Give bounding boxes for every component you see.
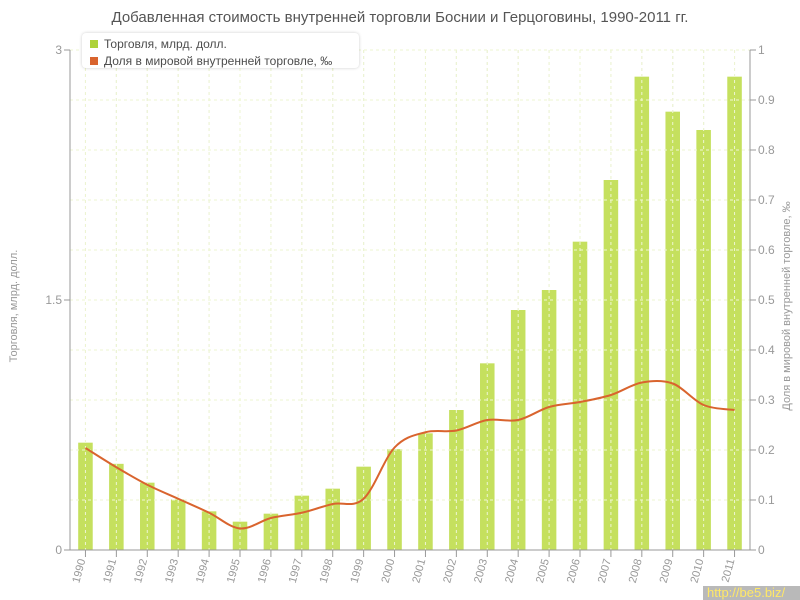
svg-text:2009: 2009: [658, 558, 676, 585]
svg-text:2000: 2000: [380, 558, 398, 585]
svg-text:2008: 2008: [627, 558, 645, 585]
svg-text:0.4: 0.4: [758, 343, 775, 357]
svg-text:2011: 2011: [720, 558, 738, 584]
svg-text:1: 1: [758, 43, 765, 57]
svg-text:3: 3: [55, 43, 62, 57]
svg-text:0.2: 0.2: [758, 443, 775, 457]
svg-text:1.5: 1.5: [45, 293, 62, 307]
svg-text:1990: 1990: [70, 558, 88, 585]
svg-text:1993: 1993: [163, 558, 181, 585]
svg-text:1992: 1992: [132, 558, 150, 585]
svg-text:0: 0: [758, 543, 765, 557]
svg-text:1991: 1991: [101, 558, 119, 585]
svg-text:1998: 1998: [318, 558, 336, 585]
svg-text:2003: 2003: [472, 558, 490, 585]
svg-text:0.1: 0.1: [758, 493, 775, 507]
svg-text:2005: 2005: [534, 558, 552, 585]
svg-text:0.8: 0.8: [758, 143, 775, 157]
svg-text:0.5: 0.5: [758, 293, 775, 307]
svg-text:2002: 2002: [441, 558, 459, 585]
svg-text:1996: 1996: [256, 558, 274, 585]
svg-text:1999: 1999: [349, 558, 367, 585]
svg-text:2006: 2006: [565, 558, 583, 585]
svg-text:0.6: 0.6: [758, 243, 775, 257]
svg-text:1994: 1994: [194, 558, 212, 585]
svg-text:2007: 2007: [596, 558, 614, 585]
svg-text:1995: 1995: [225, 558, 243, 585]
svg-text:2004: 2004: [503, 558, 521, 585]
svg-text:0.3: 0.3: [758, 393, 775, 407]
svg-text:0: 0: [55, 543, 62, 557]
svg-text:0.7: 0.7: [758, 193, 775, 207]
svg-text:0.9: 0.9: [758, 93, 775, 107]
svg-text:2010: 2010: [689, 558, 707, 585]
svg-text:2001: 2001: [410, 558, 428, 585]
svg-text:1997: 1997: [287, 558, 305, 585]
